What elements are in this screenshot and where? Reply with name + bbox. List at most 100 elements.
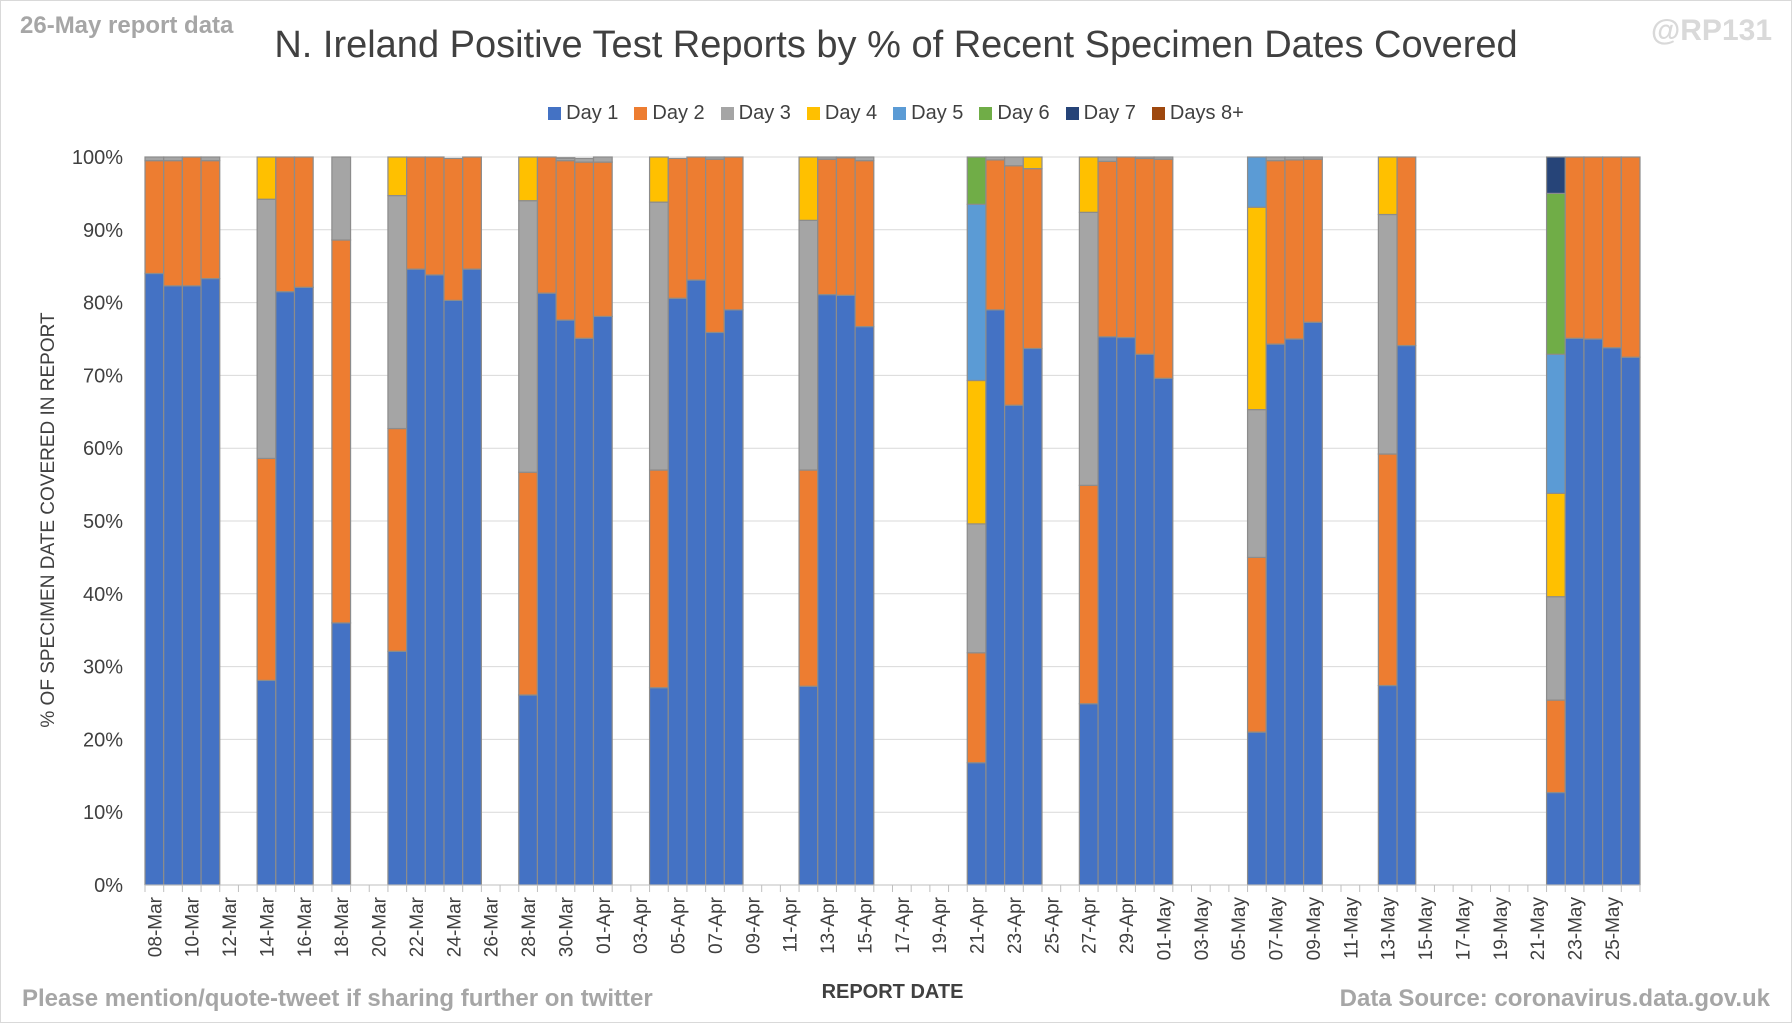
bar-segment-day-1 bbox=[406, 268, 426, 886]
x-tick-label: 22-Mar bbox=[407, 896, 428, 957]
bar-segment-day-1 bbox=[275, 291, 296, 886]
bar-segment-day-1 bbox=[462, 268, 482, 886]
y-tick-label: 20% bbox=[83, 729, 123, 751]
bar-segment-day-2 bbox=[1116, 156, 1137, 339]
y-tick-label: 60% bbox=[83, 438, 123, 460]
legend-item: Day 6 bbox=[979, 102, 1050, 125]
bar-segment-day-3 bbox=[1545, 596, 1566, 701]
x-tick-label: 19-May bbox=[1491, 897, 1512, 961]
bar-segment-day-2 bbox=[163, 160, 183, 287]
x-tick-label: 14-Mar bbox=[257, 896, 278, 957]
x-tick-label: 05-May bbox=[1229, 897, 1250, 961]
bar-segment-day-1 bbox=[181, 285, 202, 886]
bar-segment-day-3 bbox=[966, 523, 987, 654]
bar-segment-day-2 bbox=[854, 160, 875, 328]
bar-segment-day-6 bbox=[966, 156, 987, 205]
legend-swatch bbox=[806, 107, 820, 120]
legend-item: Day 1 bbox=[548, 102, 618, 125]
x-tick-label: 11-May bbox=[1341, 897, 1362, 959]
legend-label: Day 5 bbox=[911, 102, 964, 124]
bar-segment-day-1 bbox=[648, 687, 669, 886]
bar-segment-day-2 bbox=[1396, 156, 1417, 347]
bar-segment-day-3 bbox=[1265, 156, 1286, 162]
bar-segment-day-3 bbox=[798, 219, 819, 471]
bar-segment-day-3 bbox=[854, 156, 875, 162]
bar-segment-day-2 bbox=[1284, 159, 1305, 340]
bar-segment-day-3 bbox=[985, 156, 1006, 161]
legend-swatch bbox=[893, 107, 907, 120]
bar-segment-day-1 bbox=[1078, 703, 1099, 886]
bar-segment-day-1 bbox=[798, 685, 819, 886]
bar-segment-day-1 bbox=[985, 309, 1006, 886]
bar-segment-day-1 bbox=[331, 622, 352, 886]
x-tick-label: 23-May bbox=[1566, 897, 1587, 961]
x-tick-label: 07-Apr bbox=[706, 896, 727, 954]
bar-segment-day-3 bbox=[817, 156, 838, 160]
bar-segment-day-4 bbox=[798, 156, 819, 221]
legend-swatch bbox=[548, 107, 562, 120]
y-tick-label: 10% bbox=[83, 802, 123, 824]
legend-item: Day 2 bbox=[634, 102, 705, 125]
bar-segment-day-2 bbox=[424, 156, 445, 276]
x-tick-label: 05-Apr bbox=[669, 896, 690, 954]
bar-segment-day-1 bbox=[293, 286, 314, 886]
y-tick-label: 40% bbox=[83, 584, 123, 606]
bar-segment-day-1 bbox=[723, 309, 744, 886]
bar-segment-day-3 bbox=[518, 200, 539, 473]
bar-segment-day-1 bbox=[835, 294, 856, 886]
bar-segment-day-3 bbox=[835, 156, 856, 159]
x-tick-label: 29-Apr bbox=[1117, 896, 1138, 954]
legend-item: Day 7 bbox=[1065, 102, 1136, 125]
bar-segment-day-2 bbox=[1022, 168, 1043, 350]
bar-segment-day-1 bbox=[966, 762, 987, 886]
bar-segment-day-1 bbox=[1602, 347, 1622, 886]
bar-segment-day-3 bbox=[1284, 156, 1305, 161]
bar-segment-day-1 bbox=[424, 274, 445, 886]
bar-segment-day-1 bbox=[1265, 343, 1286, 886]
bar-segment-day-4 bbox=[256, 156, 277, 200]
bar-segment-day-2 bbox=[1246, 556, 1267, 733]
y-tick-label: 50% bbox=[83, 511, 123, 533]
bar-segment-day-1 bbox=[163, 285, 183, 886]
bar-segment-day-3 bbox=[1303, 156, 1323, 160]
x-tick-label: 03-May bbox=[1192, 897, 1213, 961]
bar-segment-day-3 bbox=[1153, 156, 1174, 160]
bar-segment-day-2 bbox=[817, 158, 838, 296]
bar-segment-day-2 bbox=[835, 157, 856, 296]
legend-label: Day 7 bbox=[1083, 102, 1136, 124]
bar-segment-day-1 bbox=[667, 297, 688, 886]
bar-segment-day-2 bbox=[1153, 158, 1174, 379]
bar-segment-day-1 bbox=[518, 694, 539, 886]
bar-segment-day-4 bbox=[1078, 156, 1099, 213]
x-tick-label: 24-Mar bbox=[444, 896, 465, 957]
chart-title: N. Ireland Positive Test Reports by % of… bbox=[274, 24, 1518, 66]
bar-segment-day-3 bbox=[200, 156, 221, 162]
bar-segment-day-2 bbox=[705, 158, 725, 334]
x-tick-label: 10-Mar bbox=[183, 896, 204, 957]
bar-segment-day-3 bbox=[256, 198, 277, 459]
bar-segment-day-6 bbox=[1545, 192, 1566, 355]
x-tick-label: 17-May bbox=[1453, 897, 1474, 961]
bar-segment-day-4 bbox=[1022, 156, 1043, 170]
bar-segment-day-2 bbox=[1134, 157, 1155, 355]
bar-segment-day-2 bbox=[555, 160, 576, 321]
legend-swatch bbox=[979, 107, 993, 120]
bar-segment-day-2 bbox=[686, 156, 707, 281]
bar-segment-day-4 bbox=[966, 379, 987, 525]
bar-segment-day-1 bbox=[1620, 356, 1641, 886]
legend-swatch bbox=[1065, 107, 1079, 120]
bar-segment-day-1 bbox=[1377, 684, 1398, 886]
x-tick-label: 27-Apr bbox=[1080, 896, 1101, 954]
bar-segment-day-1 bbox=[1116, 336, 1137, 886]
x-tick-label: 17-Apr bbox=[893, 896, 914, 954]
x-tick-label: 03-Apr bbox=[631, 896, 652, 954]
bar-segment-day-3 bbox=[331, 156, 352, 241]
bar-segment-day-1 bbox=[387, 650, 408, 886]
y-tick-label: 90% bbox=[83, 220, 123, 242]
bar-segment-day-4 bbox=[387, 156, 408, 197]
bar-segment-day-2 bbox=[574, 161, 595, 339]
x-tick-label: 07-May bbox=[1267, 897, 1288, 961]
bar-segment-day-2 bbox=[275, 156, 296, 293]
bar-segment-day-5 bbox=[1246, 156, 1267, 208]
x-tick-label: 25-May bbox=[1603, 897, 1624, 961]
